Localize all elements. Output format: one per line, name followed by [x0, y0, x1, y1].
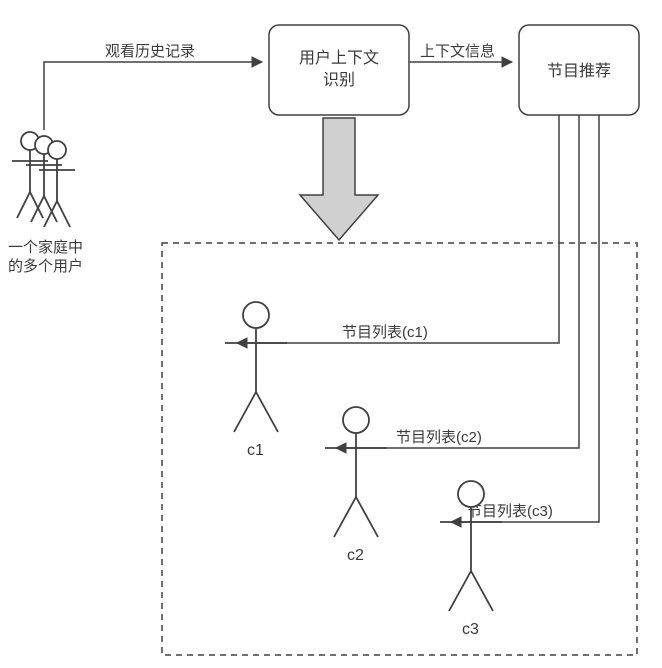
user-c3-icon — [440, 481, 502, 611]
list-c3-label: 节目列表(c3) — [467, 503, 553, 520]
context-box-label2: 识别 — [323, 71, 355, 89]
user-c2-caption: c2 — [347, 547, 364, 564]
ctxinfo-arrowhead — [502, 57, 512, 67]
big-arrow — [300, 118, 378, 240]
user-c3-caption: c3 — [462, 621, 479, 638]
context-recognition-box — [269, 25, 409, 115]
list-c1-edge — [237, 115, 559, 343]
history-arrowhead — [252, 57, 262, 67]
user-c2-icon — [325, 407, 387, 537]
family-users-icon — [12, 132, 75, 227]
recommend-box-label: 节目推荐 — [547, 62, 611, 80]
list-c1-label: 节目列表(c1) — [342, 324, 428, 341]
context-box-label1: 用户上下文 — [299, 49, 379, 67]
family-caption-1: 一个家庭中 — [8, 239, 83, 256]
user-c1-icon — [225, 302, 287, 432]
list-c2-edge — [336, 115, 579, 448]
ctxinfo-edge-label: 上下文信息 — [420, 43, 495, 60]
list-c3-edge — [451, 115, 599, 522]
history-edge — [44, 62, 262, 130]
dashed-container — [162, 243, 637, 655]
family-caption-2: 的多个用户 — [8, 258, 83, 275]
list-c2-label: 节目列表(c2) — [396, 429, 482, 446]
history-edge-label: 观看历史记录 — [105, 43, 195, 60]
user-c1-caption: c1 — [247, 442, 264, 459]
